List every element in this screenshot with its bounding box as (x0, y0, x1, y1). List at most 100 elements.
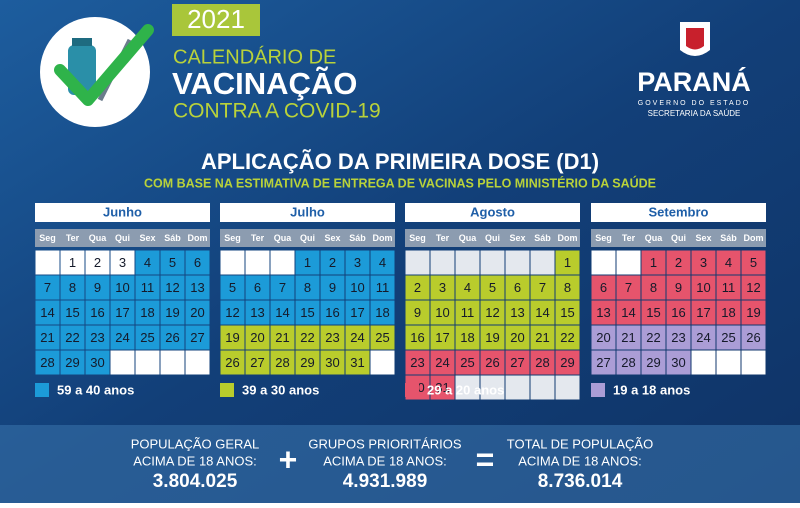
day-cell (220, 275, 245, 300)
day-cell (691, 325, 716, 350)
day-cell (641, 350, 666, 375)
day-cell (370, 350, 395, 375)
day-cell (480, 275, 505, 300)
day-cell (295, 300, 320, 325)
day-cell (85, 325, 110, 350)
footer-label: POPULAÇÃO GERAL (131, 436, 260, 451)
weekday: Sáb (349, 233, 366, 243)
day-cell (185, 325, 210, 350)
day-cell (245, 325, 270, 350)
day: 4 (464, 280, 471, 295)
footer-label: GRUPOS PRIORITÁRIOS (308, 436, 461, 451)
day-cell (60, 250, 85, 275)
year-box (172, 4, 260, 36)
day-cell (295, 275, 320, 300)
day: 28 (40, 355, 54, 370)
day: 6 (514, 280, 521, 295)
day: 1 (564, 255, 571, 270)
day: 23 (325, 330, 339, 345)
day: 27 (596, 355, 610, 370)
day-cell (85, 250, 110, 275)
day: 23 (671, 330, 685, 345)
footer-label: ACIMA DE 18 ANOS: (518, 453, 642, 468)
state-logo (680, 22, 710, 56)
vaccine-icon (40, 17, 154, 127)
day-cell (135, 325, 160, 350)
day-cell (370, 275, 395, 300)
day: 26 (746, 330, 760, 345)
day: 7 (625, 280, 632, 295)
footer-band (0, 425, 800, 503)
day: 24 (696, 330, 710, 345)
day-cell (110, 250, 135, 275)
day-cell (716, 325, 741, 350)
day-cell (555, 375, 580, 400)
day-cell (405, 275, 430, 300)
day: 5 (169, 255, 176, 270)
day: 5 (229, 280, 236, 295)
legend-swatch (220, 383, 234, 397)
day: 28 (275, 355, 289, 370)
month-name: Junho (103, 204, 142, 219)
day-cell (370, 300, 395, 325)
day-cell (270, 350, 295, 375)
day-cell (405, 325, 430, 350)
day: 11 (461, 305, 475, 320)
day-cell (245, 250, 270, 275)
day-cell (430, 300, 455, 325)
day-cell (530, 375, 555, 400)
weekday: Sex (324, 233, 340, 243)
day-cell (616, 275, 641, 300)
day-cell (455, 300, 480, 325)
day: 6 (254, 280, 261, 295)
footer-value: 4.931.989 (343, 471, 428, 492)
day-cell (85, 275, 110, 300)
weekday-row (220, 229, 395, 247)
day-cell (60, 350, 85, 375)
day: 14 (275, 305, 289, 320)
day: 20 (596, 330, 610, 345)
day-cell (666, 250, 691, 275)
day: 29 (560, 355, 574, 370)
day-cell (455, 350, 480, 375)
day-cell (505, 350, 530, 375)
weekday-row (405, 229, 580, 247)
state-name: PARANÁ (637, 66, 751, 97)
day: 17 (696, 305, 710, 320)
day-cell (591, 350, 616, 375)
day-cell (245, 300, 270, 325)
day: 13 (190, 280, 204, 295)
weekday: Dom (188, 233, 208, 243)
footer-label: ACIMA DE 18 ANOS: (323, 453, 447, 468)
weekday: Seg (224, 233, 241, 243)
day: 29 (300, 355, 314, 370)
day-cell (505, 250, 530, 275)
weekday: Seg (409, 233, 426, 243)
day-cell (741, 350, 766, 375)
weekday: Dom (558, 233, 578, 243)
day-cell (480, 250, 505, 275)
weekday: Seg (39, 233, 56, 243)
day: 9 (414, 305, 421, 320)
day: 13 (596, 305, 610, 320)
day-cell (480, 375, 505, 400)
day: 10 (115, 280, 129, 295)
day: 12 (225, 305, 239, 320)
day-cell (641, 325, 666, 350)
day-cell (530, 275, 555, 300)
day-cell (60, 275, 85, 300)
month-name: Agosto (470, 204, 515, 219)
day-cell (555, 250, 580, 275)
weekday: Dom (744, 233, 764, 243)
day-cell (530, 250, 555, 275)
day: 8 (650, 280, 657, 295)
day-cell (35, 300, 60, 325)
day: 2 (329, 255, 336, 270)
day-cell (220, 325, 245, 350)
day-cell (320, 325, 345, 350)
day-cell (320, 250, 345, 275)
day: 5 (750, 255, 757, 270)
day: 30 (325, 355, 339, 370)
weekday: Sáb (164, 233, 181, 243)
day-cell (591, 325, 616, 350)
